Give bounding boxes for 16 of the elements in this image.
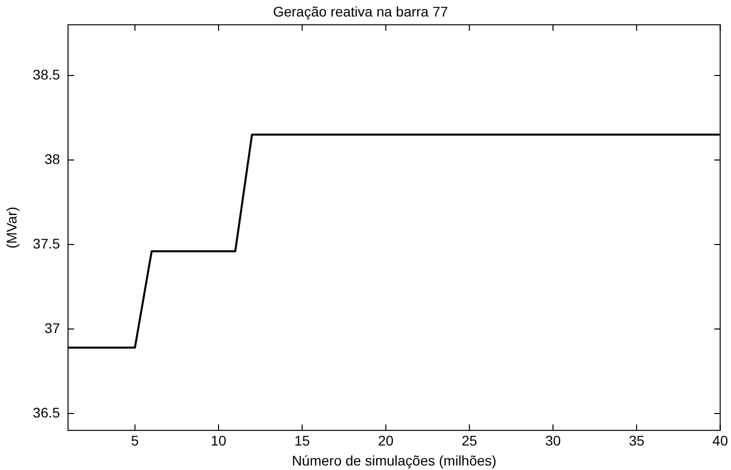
y-tick-label: 36.5 <box>32 404 60 420</box>
x-tick-label: 30 <box>545 432 561 449</box>
x-tick-label: 25 <box>462 432 478 449</box>
y-tick-label: 38.5 <box>32 66 60 82</box>
y-tick-label: 37.5 <box>32 235 60 252</box>
x-tick-label: 15 <box>294 432 310 449</box>
x-tick-label: 10 <box>210 432 227 449</box>
y-tick-label: 38 <box>44 150 60 167</box>
x-tick-label: 20 <box>378 432 394 449</box>
y-tick-label: 37 <box>44 320 60 336</box>
x-tick-label: 40 <box>712 432 728 449</box>
x-tick-label: 5 <box>131 432 140 449</box>
x-axis-title: Número de simulações (milhões) <box>292 452 496 468</box>
chart-title: Geração reativa na barra 77 <box>272 3 448 20</box>
x-tick-label: 35 <box>628 432 645 449</box>
y-axis-title: (MVar) <box>3 206 20 248</box>
